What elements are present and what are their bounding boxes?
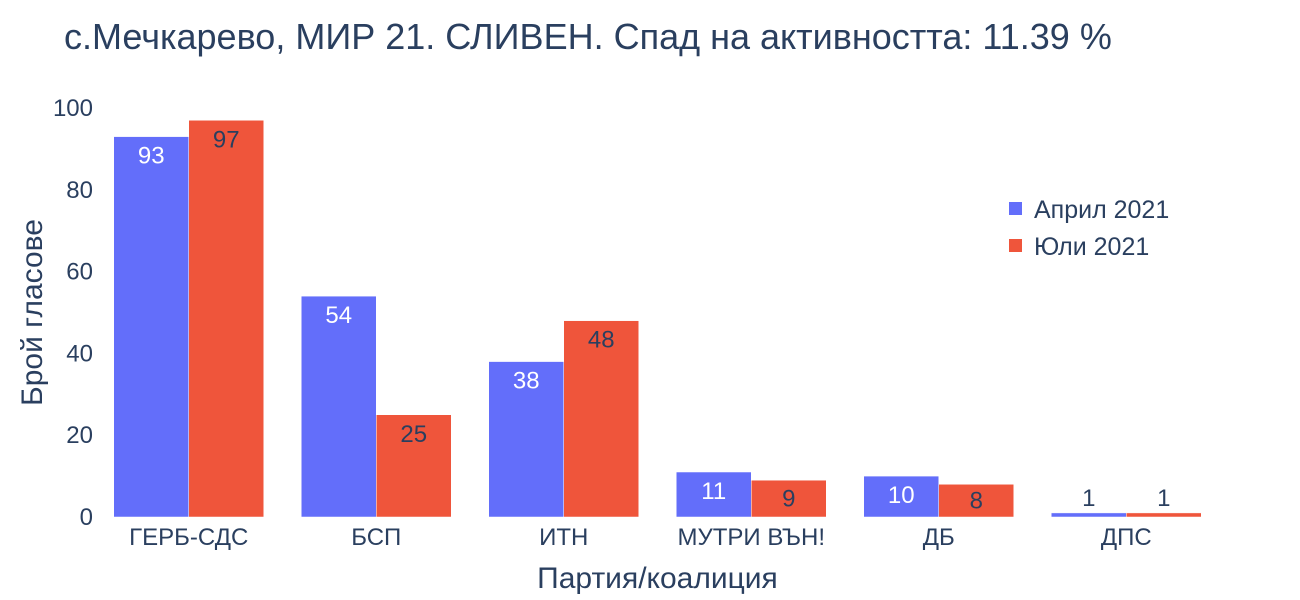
x-tick-label: ДПС [1101, 524, 1152, 551]
chart-title: с.Мечкарево, МИР 21. СЛИВЕН. Спад на акт… [64, 16, 1112, 57]
bar-value-label: 8 [970, 488, 983, 515]
legend-label: Април 2021 [1034, 196, 1169, 224]
bar[interactable] [863, 475, 939, 518]
x-tick-label: ГЕРБ-СДС [129, 524, 248, 551]
bar[interactable] [376, 414, 452, 518]
bar-value-label: 97 [213, 126, 240, 153]
y-tick-label: 0 [80, 504, 93, 531]
legend[interactable]: Април 2021 Юли 2021 [1009, 196, 1169, 261]
x-tick-label: МУТРИ ВЪН! [678, 524, 825, 551]
legend-item[interactable]: Юли 2021 [1009, 233, 1149, 261]
bar[interactable] [676, 471, 752, 518]
legend-swatch [1009, 239, 1022, 252]
bar-value-label: 48 [588, 327, 615, 354]
bar-value-label: 10 [888, 482, 915, 509]
y-tick-label: 100 [53, 95, 93, 122]
y-axis-title: Брой гласове [16, 219, 49, 406]
bar-value-label: 38 [513, 368, 540, 395]
legend-item[interactable]: Април 2021 [1009, 196, 1169, 224]
y-tick-label: 40 [66, 340, 93, 367]
x-tick-label: ДБ [923, 524, 955, 551]
legend-label: Юли 2021 [1034, 233, 1149, 261]
bar-value-label: 1 [1082, 485, 1095, 512]
y-tick-label: 80 [66, 177, 93, 204]
bar[interactable] [751, 479, 827, 518]
y-axis-ticks: 0 20 40 60 80 100 [53, 95, 93, 531]
bar-value-label: 1 [1157, 485, 1170, 512]
bar[interactable] [188, 120, 264, 518]
bars [113, 120, 1202, 518]
y-tick-label: 20 [66, 422, 93, 449]
bar-value-label: 93 [138, 143, 165, 170]
x-axis-title: Партия/коалиция [537, 562, 778, 595]
bar-value-label: 9 [782, 486, 795, 513]
x-tick-label: ИТН [539, 524, 588, 551]
y-tick-label: 60 [66, 259, 93, 286]
bar[interactable] [113, 136, 189, 518]
bar-value-label: 54 [325, 302, 352, 329]
bar[interactable] [488, 361, 564, 518]
data-labels: 93 54 38 11 10 1 97 25 48 9 8 1 [138, 126, 1171, 514]
bar[interactable] [1126, 512, 1202, 518]
bar[interactable] [1051, 512, 1127, 518]
bar-value-label: 25 [400, 421, 427, 448]
legend-swatch [1009, 202, 1022, 215]
bar[interactable] [563, 320, 639, 518]
x-tick-label: БСП [351, 524, 401, 551]
x-axis-ticks: ГЕРБ-СДС БСП ИТН МУТРИ ВЪН! ДБ ДПС [129, 524, 1152, 551]
bar-value-label: 11 [701, 478, 726, 505]
bar[interactable] [938, 484, 1014, 518]
bar[interactable] [301, 295, 377, 518]
